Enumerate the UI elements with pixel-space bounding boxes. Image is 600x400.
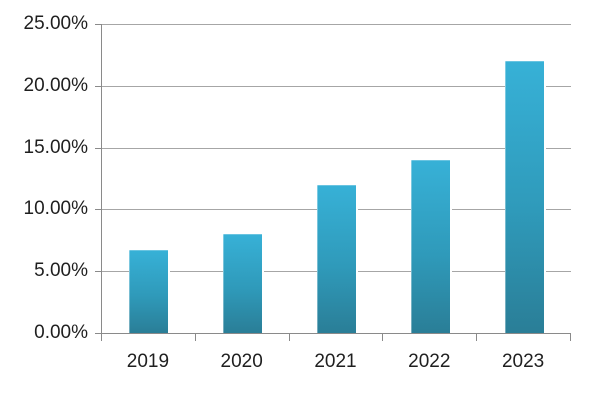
- y-tick-mark: [95, 148, 101, 149]
- y-tick-mark: [95, 209, 101, 210]
- y-axis-label: 25.00%: [23, 13, 88, 34]
- y-tick-mark: [95, 86, 101, 87]
- bar-2020: [223, 234, 263, 333]
- y-tick-mark: [95, 271, 101, 272]
- bar-slot-2022: [383, 24, 477, 333]
- gridline-20.00%: [102, 85, 571, 87]
- gridline-25.00%: [102, 24, 571, 25]
- bar-slot-2020: [196, 24, 290, 333]
- x-tick-mark: [476, 334, 477, 341]
- bar-2022: [410, 159, 450, 333]
- bar-2019: [129, 250, 169, 333]
- bar-series: [102, 24, 571, 333]
- y-axis-label: 15.00%: [23, 137, 88, 158]
- x-axis-labels: 2019 2020 2021 2022 2023: [101, 350, 570, 374]
- bar-slot-2019: [102, 24, 196, 333]
- x-axis-label-2021: 2021: [314, 351, 357, 372]
- y-axis-label: 10.00%: [23, 198, 88, 219]
- y-tick-mark: [95, 333, 101, 334]
- gridline-15.00%: [102, 147, 571, 149]
- x-axis-label-2020: 2020: [220, 351, 263, 372]
- y-axis-label: 20.00%: [23, 75, 88, 96]
- bar-2021: [316, 184, 356, 333]
- x-axis-label-2023: 2023: [501, 351, 545, 372]
- x-axis-label-2022: 2022: [408, 351, 451, 372]
- bar-2023: [504, 61, 544, 333]
- plot-area: [101, 24, 571, 334]
- x-tick-mark: [101, 334, 102, 341]
- x-tick-mark: [570, 334, 571, 341]
- x-tick-mark: [195, 334, 196, 341]
- y-axis-label: 0.00%: [34, 322, 88, 343]
- x-tick-mark: [289, 334, 290, 341]
- y-axis-label: 5.00%: [34, 260, 88, 281]
- bar-slot-2023: [477, 24, 571, 333]
- bar-slot-2021: [290, 24, 384, 333]
- x-axis-label-2019: 2019: [126, 351, 170, 372]
- y-tick-mark: [95, 24, 101, 25]
- x-tick-mark: [382, 334, 383, 341]
